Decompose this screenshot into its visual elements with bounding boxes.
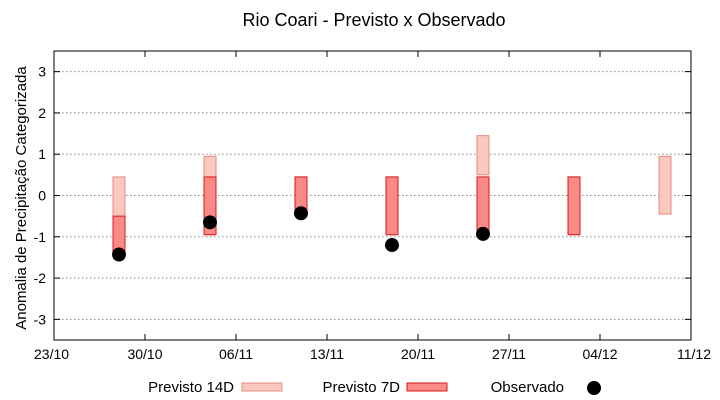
grid [54, 71, 691, 320]
y-tick-label: 2 [38, 105, 46, 121]
series-previsto-7d [112, 176, 581, 254]
legend-label-observado: Observado [491, 379, 564, 396]
y-tick-label: 1 [38, 146, 46, 162]
y-axis-label: Anomalia de Precipitação Categorizada [13, 66, 30, 330]
x-tick-label: 23/10 [34, 346, 69, 362]
bar-previsto-7d [476, 176, 490, 236]
point-observado [203, 215, 217, 230]
y-tick-label: -1 [34, 229, 47, 245]
point-observado [112, 247, 126, 262]
point-observado [385, 238, 399, 253]
legend: Previsto 14D Previsto 7D Observado [148, 379, 601, 396]
x-axis: 23/10 30/10 06/11 13/11 20/11 27/11 04/12 11/12 [34, 51, 711, 362]
x-tick-label: 30/10 [127, 346, 162, 362]
bar-previsto-7d [567, 176, 581, 236]
bar-previsto-14d [476, 135, 490, 176]
x-tick-label: 11/12 [677, 346, 711, 362]
series-observado [112, 206, 490, 262]
legend-swatch-previsto-14d [241, 382, 283, 392]
y-tick-label: -3 [34, 311, 47, 327]
chart-title: Rio Coari - Previsto x Observado [242, 10, 505, 30]
y-tick-label: 3 [38, 64, 46, 80]
legend-swatch-previsto-7d [406, 382, 448, 392]
x-tick-label: 06/11 [219, 346, 253, 362]
legend-marker-observado [587, 381, 601, 395]
x-tick-label: 04/12 [582, 346, 617, 362]
point-observado [294, 206, 308, 221]
x-tick-label: 20/11 [401, 346, 435, 362]
y-tick-label: -2 [34, 270, 47, 286]
y-axis: -3 -2 -1 0 1 2 3 [34, 64, 691, 327]
legend-label-previsto-7d: Previsto 7D [322, 379, 400, 396]
x-tick-label: 13/11 [310, 346, 344, 362]
bar-previsto-14d [658, 155, 672, 215]
y-tick-label: 0 [38, 188, 46, 204]
x-tick-label: 27/11 [492, 346, 526, 362]
point-observado [476, 226, 490, 241]
legend-label-previsto-14d: Previsto 14D [148, 379, 234, 396]
bar-previsto-7d [385, 176, 399, 236]
